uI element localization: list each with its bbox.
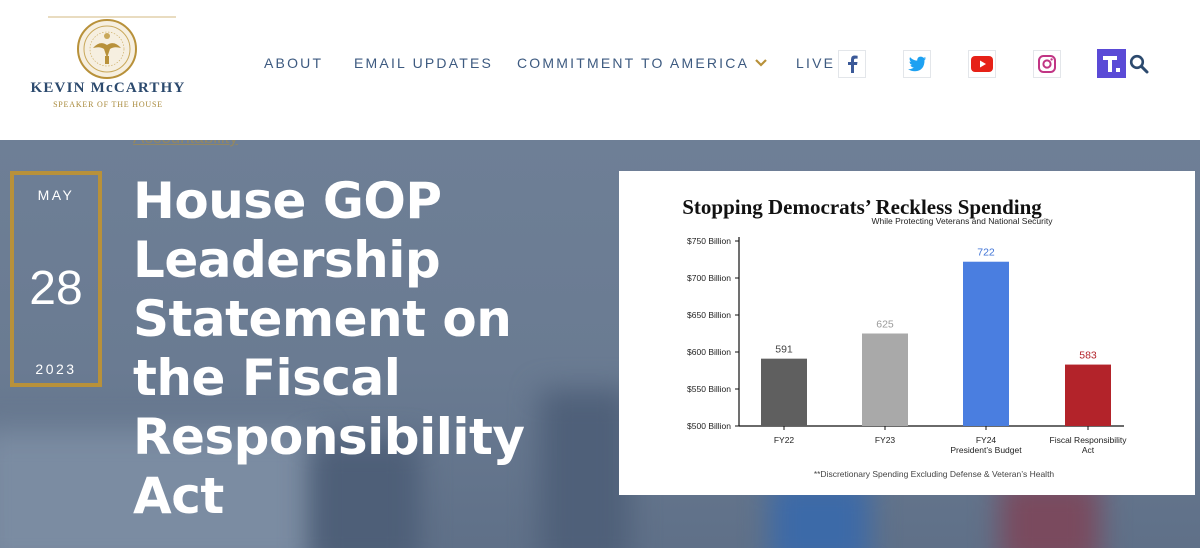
y-tick-label: $650 Billion	[687, 310, 731, 320]
chart-footnote: **Discretionary Spending Excluding Defen…	[814, 469, 1055, 479]
x-tick-label: FY24	[976, 435, 997, 445]
date-day: 28	[29, 262, 83, 315]
chart-bar	[1065, 364, 1111, 426]
bar-value-label: 591	[775, 344, 793, 356]
facebook-link[interactable]	[838, 50, 866, 78]
chevron-down-icon[interactable]	[755, 59, 767, 67]
chart-bar	[963, 261, 1009, 426]
nav-item-commitment-label: COMMITMENT TO AMERICA	[517, 55, 750, 71]
y-tick-label: $750 Billion	[687, 236, 731, 246]
x-tick-label: Act	[1082, 445, 1095, 455]
logo-name: KEVIN McCARTHY	[30, 80, 186, 96]
nav-item-commitment-to-america[interactable]: COMMITMENT TO AMERICA	[517, 55, 767, 71]
nav-item-about[interactable]: ABOUT	[264, 55, 324, 71]
bar-value-label: 583	[1079, 350, 1097, 362]
site-logo[interactable]: KEVIN McCARTHY SPEAKER OF THE HOUSE	[12, 14, 204, 114]
chart-title: Stopping Democrats’ Reckless Spending	[682, 195, 1042, 219]
chart-subtitle: While Protecting Veterans and National S…	[872, 216, 1054, 226]
x-tick-label: Fiscal Responsibility	[1050, 435, 1128, 445]
instagram-icon	[1038, 55, 1056, 73]
chart-image: Stopping Democrats’ Reckless Spending Wh…	[619, 171, 1195, 495]
twitter-icon	[907, 56, 927, 71]
date-month: MAY	[37, 187, 75, 203]
site-header: KEVIN McCARTHY SPEAKER OF THE HOUSE ABOU…	[0, 0, 1200, 140]
chart-bar	[862, 333, 908, 426]
y-tick-label: $550 Billion	[687, 384, 731, 394]
y-tick-label: $700 Billion	[687, 273, 731, 283]
y-tick-label: $600 Billion	[687, 347, 731, 357]
background-blur	[310, 440, 420, 548]
x-tick-label: FY23	[875, 435, 896, 445]
x-tick-label: FY22	[774, 435, 795, 445]
x-tick-label: President’s Budget	[950, 445, 1022, 455]
background-blur	[0, 430, 320, 548]
logo-subtitle: SPEAKER OF THE HOUSE	[53, 100, 163, 109]
date-year: 2023	[35, 361, 77, 377]
nav-item-email-updates[interactable]: EMAIL UPDATES	[354, 55, 494, 71]
search-icon[interactable]	[1129, 54, 1149, 74]
instagram-link[interactable]	[1033, 50, 1061, 78]
bar-value-label: 625	[876, 319, 894, 331]
chart-bar	[761, 358, 807, 426]
bar-value-label: 722	[977, 247, 995, 259]
youtube-icon	[971, 56, 993, 72]
category-link[interactable]: Accountability	[133, 140, 238, 148]
youtube-link[interactable]	[968, 50, 996, 78]
truth-social-link[interactable]	[1097, 49, 1126, 78]
date-box: MAY 28 2023	[10, 171, 102, 387]
speaker-seal-icon	[77, 19, 137, 79]
facebook-icon	[848, 55, 858, 73]
spending-bar-chart: Stopping Democrats’ Reckless Spending Wh…	[682, 195, 1128, 479]
nav-item-live[interactable]: LIVE	[796, 55, 836, 71]
logo-rule	[48, 16, 176, 18]
background-blur	[540, 390, 630, 548]
article-hero: Accountability MAY 28 2023 House GOP Lea…	[0, 140, 1200, 548]
y-tick-label: $500 Billion	[687, 421, 731, 431]
article-title: House GOP Leadership Statement on the Fi…	[133, 172, 525, 525]
twitter-link[interactable]	[903, 50, 931, 78]
truth-social-icon	[1102, 55, 1120, 72]
